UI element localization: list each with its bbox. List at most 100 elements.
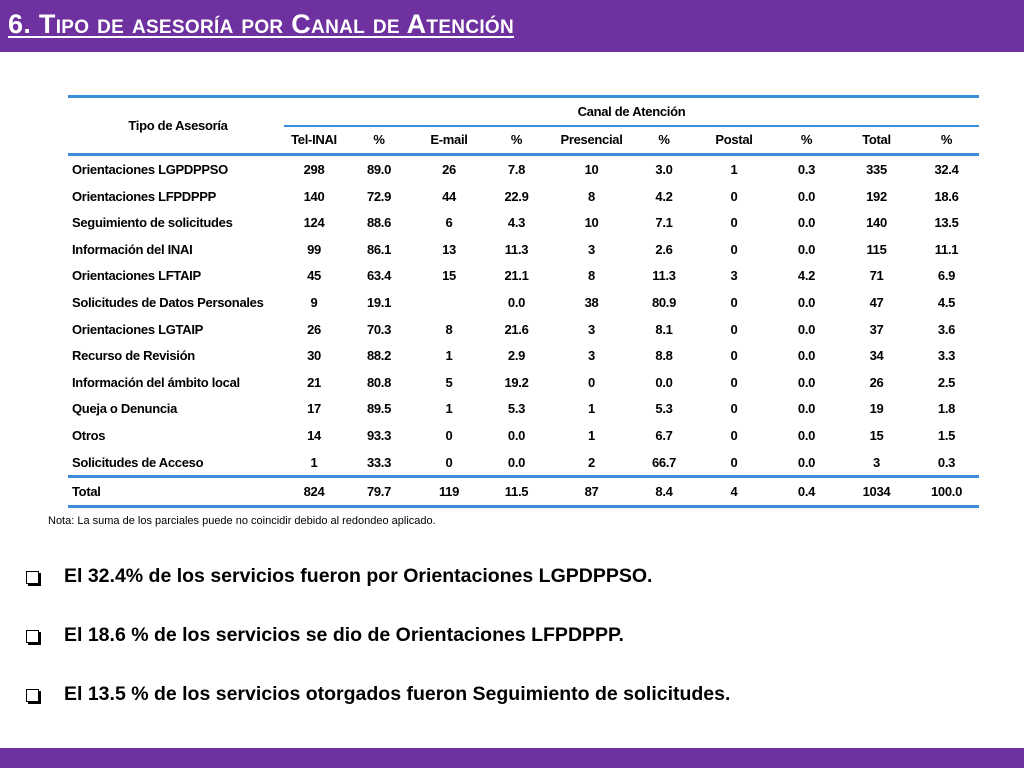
table-cell: 88.2 <box>366 348 392 364</box>
column-header: Postal <box>694 124 774 157</box>
table-cell: 26 <box>307 321 321 337</box>
row-label: Queja o Denuncia <box>72 401 178 417</box>
table-cell: 17 <box>307 401 321 417</box>
table-cell: 99 <box>307 241 321 257</box>
table-cell: 14 <box>307 427 321 443</box>
table-cell: 0.0 <box>797 454 816 470</box>
column-header: % <box>634 124 694 157</box>
table-cell: 0.0 <box>797 321 816 337</box>
table-cell: 8 <box>588 268 595 284</box>
table-cell: 71 <box>869 268 884 284</box>
header-canal-atencion: Canal de Atención <box>284 94 979 126</box>
row-label: Otros <box>72 427 106 443</box>
table-cell: 6 <box>445 215 453 231</box>
table-cell: 8.1 <box>655 321 673 337</box>
table-cell: 30 <box>307 348 321 364</box>
column-header: Tel-INAI <box>284 124 344 157</box>
table-cell: 2 <box>588 454 595 470</box>
table-cell: 19.1 <box>366 294 392 310</box>
table-cell: 21 <box>307 374 321 390</box>
table-cell: 0.0 <box>797 188 816 204</box>
table-cell: 66.7 <box>651 454 677 470</box>
table-cell: 38 <box>584 294 599 310</box>
table-cell: 6.7 <box>655 427 673 443</box>
bullet-item: El 13.5 % de los servicios otorgados fue… <box>26 683 1006 742</box>
table-cell: 11.5 <box>484 475 549 508</box>
table-cell: 4.2 <box>797 268 816 284</box>
table-cell: 8.4 <box>634 475 694 508</box>
table-cell: 0 <box>730 348 738 364</box>
table-cell: 3 <box>873 454 880 470</box>
table-row: Orientaciones LFTAIP 45 63.4 15 21.1 8 11.3 3 4.… <box>68 263 979 290</box>
table-cell: 115 <box>866 241 887 257</box>
table-cell: 8 <box>588 188 595 204</box>
slide-title: 6. Tipo de asesoría por Canal de Atenció… <box>8 9 515 39</box>
table-cell: 37 <box>869 321 884 337</box>
table-cell: 15 <box>442 268 456 284</box>
total-row: Total 824 79.7 119 11.5 87 8.4 4 0.4 1034 100.0 <box>68 475 979 508</box>
table-cell: 80.9 <box>651 294 677 310</box>
table-cell: 13.5 <box>934 215 959 231</box>
column-header: % <box>484 124 549 157</box>
bullet-text: El 18.6 % de los servicios se dio de Ori… <box>64 624 624 646</box>
table-cell: 0 <box>445 427 453 443</box>
row-label: Solicitudes de Acceso <box>72 454 204 470</box>
table-cell: 0 <box>730 215 738 231</box>
table-row: Solicitudes de Acceso 1 33.3 0 0.0 2 66.7 0 0.0 3… <box>68 449 979 477</box>
table-cell: 21.6 <box>504 321 529 337</box>
table-cell: 2.6 <box>655 241 673 257</box>
table-cell: 89.0 <box>366 161 392 177</box>
table-cell: 5 <box>445 374 453 390</box>
table-cell: 5.3 <box>655 401 673 417</box>
table-cell: 298 <box>303 161 325 177</box>
table-cell: 63.4 <box>366 268 392 284</box>
table-cell: 1.5 <box>937 427 956 443</box>
bottom-bar <box>0 748 1024 768</box>
table-cell: 335 <box>866 161 887 177</box>
table-cell: 3.3 <box>937 348 956 364</box>
header-tipo-asesoria: Tipo de Asesoría <box>68 94 284 157</box>
checkbox-bullet-icon <box>26 689 39 702</box>
table-row: Seguimiento de solicitudes 124 88.6 6 4.3 10 7… <box>68 209 979 236</box>
table-cell: 2.9 <box>507 348 526 364</box>
table-cell: 3 <box>588 348 595 364</box>
table-cell: 72.9 <box>366 188 392 204</box>
bullet-list: El 32.4% de los servicios fueron por Ori… <box>26 565 1006 742</box>
table-cell: 0.0 <box>797 294 816 310</box>
table-cell: 0.0 <box>507 454 526 470</box>
table-cell: 0 <box>730 321 738 337</box>
table-cell: 0.0 <box>797 241 816 257</box>
table-cell <box>414 289 484 316</box>
table-cell: 79.7 <box>344 475 414 508</box>
table-cell: 140 <box>303 188 325 204</box>
title-bar: 6. Tipo de asesoría por Canal de Atenció… <box>0 0 1024 52</box>
table-cell: 19.2 <box>504 374 529 390</box>
table-cell: 0.0 <box>507 427 526 443</box>
row-label: Seguimiento de solicitudes <box>72 215 233 231</box>
table-cell: 119 <box>414 475 484 508</box>
table-cell: 0 <box>730 374 738 390</box>
row-label: Orientaciones LGPDPPSO <box>72 161 228 177</box>
row-label: Orientaciones LFTAIP <box>72 268 201 284</box>
table-cell: 22.9 <box>504 188 529 204</box>
row-label: Total <box>68 475 284 508</box>
table-cell: 0 <box>730 401 738 417</box>
table-cell: 1 <box>588 401 595 417</box>
table-row: Recurso de Revisión 30 88.2 1 2.9 3 8.8 0 0.0 34 3… <box>68 342 979 369</box>
table-cell: 10 <box>584 215 599 231</box>
table-cell: 1.8 <box>937 401 956 417</box>
table-cell: 0 <box>730 188 738 204</box>
table-cell: 4.5 <box>937 294 956 310</box>
table-cell: 3.0 <box>655 161 673 177</box>
table-cell: 86.1 <box>366 241 392 257</box>
table-cell: 47 <box>869 294 884 310</box>
table-cell: 1 <box>310 454 318 470</box>
column-header: % <box>774 124 839 157</box>
row-label: Información del ámbito local <box>72 374 240 390</box>
bullet-text: El 32.4% de los servicios fueron por Ori… <box>64 565 653 587</box>
advisory-table: Tipo de Asesoría Canal de Atención Tel-I… <box>68 94 979 508</box>
table-cell: 19 <box>869 401 884 417</box>
table-cell: 1 <box>730 161 738 177</box>
bullet-text: El 13.5 % de los servicios otorgados fue… <box>64 683 731 705</box>
bullet-item: El 32.4% de los servicios fueron por Ori… <box>26 565 1006 624</box>
